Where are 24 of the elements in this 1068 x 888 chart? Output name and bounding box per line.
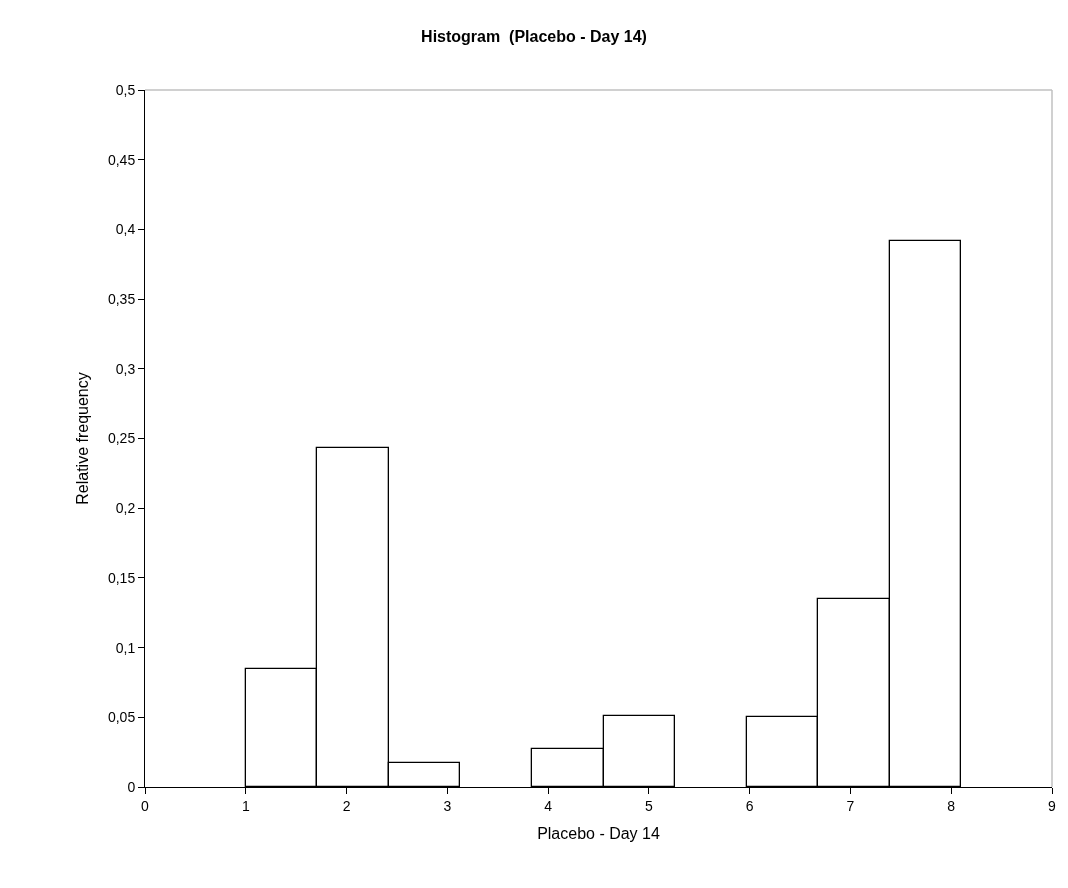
y-tick-label: 0,45 bbox=[107, 151, 136, 168]
y-tick-label: 0,2 bbox=[115, 500, 136, 517]
y-tick-label: 0,5 bbox=[115, 81, 136, 98]
y-tick-label: 0,15 bbox=[107, 569, 136, 586]
x-tick-label: 4 bbox=[544, 797, 553, 814]
x-tick-label: 5 bbox=[644, 797, 653, 814]
y-tick-label: 0,25 bbox=[107, 430, 136, 447]
y-tick-label: 0,05 bbox=[107, 709, 136, 726]
y-tick-label: 0,35 bbox=[107, 291, 136, 307]
x-axis-title: Placebo - Day 14 bbox=[537, 825, 660, 843]
x-tick-label: 8 bbox=[947, 797, 956, 814]
x-tick-label: 1 bbox=[241, 797, 250, 814]
y-tick-label: 0,1 bbox=[115, 639, 136, 656]
y-tick-label: 0 bbox=[127, 778, 136, 795]
x-tick-label: 0 bbox=[141, 797, 150, 814]
y-tick-label: 0,3 bbox=[115, 360, 136, 377]
x-tick-label: 9 bbox=[1048, 797, 1057, 814]
x-tick-label: 3 bbox=[443, 797, 452, 814]
x-tick-label: 6 bbox=[745, 797, 754, 814]
chart-title: Histogram (Placebo - Day 14) bbox=[421, 28, 647, 46]
y-axis-title: Relative frequency bbox=[73, 372, 91, 505]
x-tick-label: 7 bbox=[846, 797, 855, 814]
y-tick-label: 0,4 bbox=[115, 221, 136, 238]
x-tick-label: 2 bbox=[342, 797, 351, 814]
